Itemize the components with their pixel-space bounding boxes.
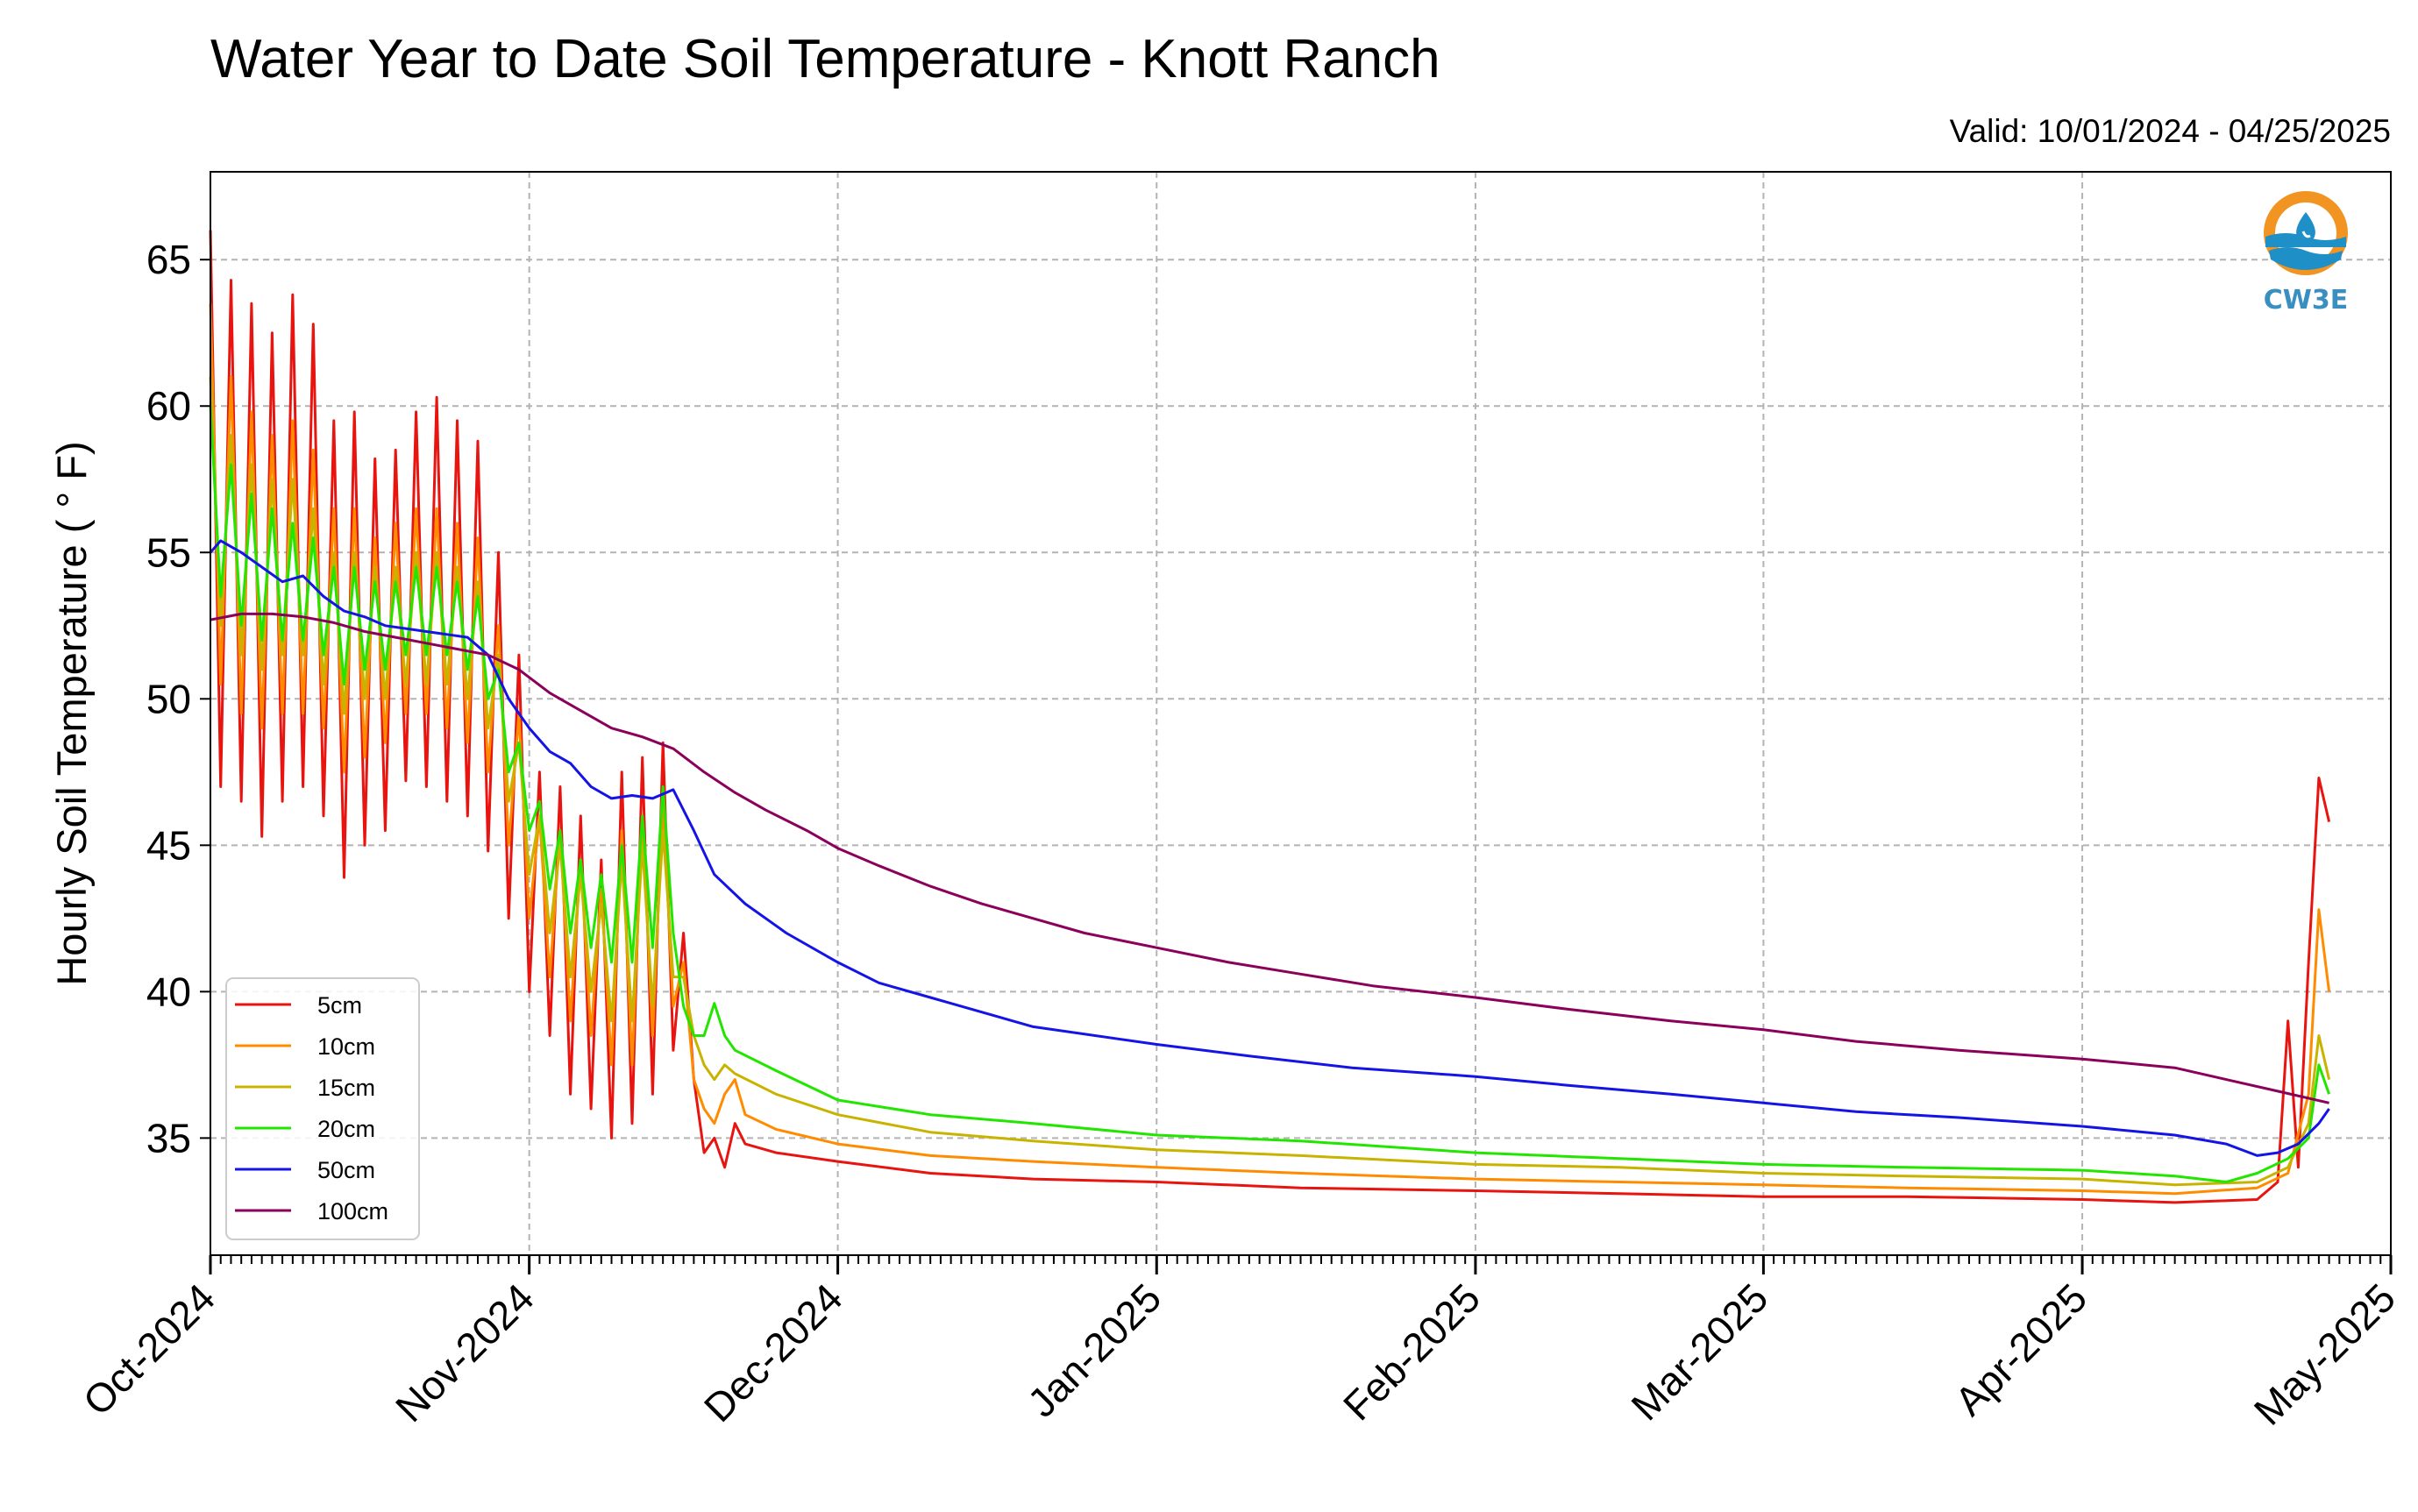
y-tick-label: 50 (146, 676, 191, 721)
series-line-20cm (209, 406, 2331, 1183)
legend-label-5cm: 5cm (317, 992, 362, 1019)
y-axis-label: Hourly Soil Temperature ( ° F) (48, 441, 95, 985)
y-tick-label: 40 (146, 969, 191, 1014)
logo-text: CW3E (2264, 285, 2348, 316)
y-tick-label: 65 (146, 237, 191, 282)
logo-drop-highlight (2301, 231, 2311, 238)
y-tick-label: 60 (146, 383, 191, 429)
legend-box (225, 977, 420, 1240)
logo-wave-bottom (2269, 247, 2343, 270)
y-axis: 35 40 45 50 55 60 65 (146, 237, 210, 1161)
y-tick-label: 55 (146, 529, 191, 575)
legend-label-10cm: 10cm (317, 1033, 375, 1060)
y-tick-label: 45 (146, 822, 191, 868)
chart-subtitle: Valid: 10/01/2024 - 04/25/2025 (1950, 113, 2391, 149)
series-line-15cm (209, 376, 2331, 1187)
cw3e-logo: CW3E (2264, 191, 2348, 316)
legend-label-15cm: 15cm (317, 1075, 375, 1101)
legend-label-100cm: 100cm (317, 1198, 388, 1225)
legend-items: 5cm 10cm 15cm 20cm 50cm 100cm (235, 992, 388, 1225)
legend: 5cm 10cm 15cm 20cm 50cm 100cm (225, 977, 420, 1240)
y-tick-label: 35 (146, 1115, 191, 1161)
chart-title: Water Year to Date Soil Temperature - Kn… (210, 29, 1440, 89)
series-lines (209, 230, 2331, 1204)
legend-label-50cm: 50cm (317, 1157, 375, 1183)
series-line-100cm (210, 612, 2329, 1104)
legend-label-20cm: 20cm (317, 1116, 375, 1142)
series-line-50cm (209, 539, 2330, 1157)
